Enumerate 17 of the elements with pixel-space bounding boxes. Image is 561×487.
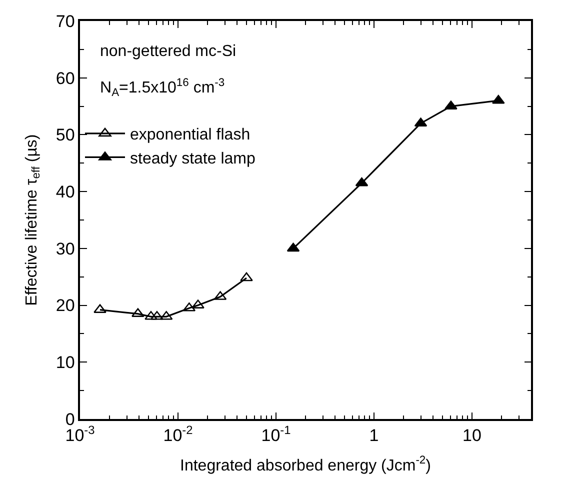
y-tick-label: 50: [56, 126, 75, 145]
y-tick-label: 10: [56, 353, 75, 372]
y-tick-label: 30: [56, 239, 75, 258]
x-tick-label: 1: [369, 426, 379, 446]
annotation: non-gettered mc-Si: [100, 43, 236, 60]
legend-label: steady state lamp: [130, 150, 256, 168]
x-axis-title: Integrated absorbed energy (Jcm$^{-2}$): [180, 454, 431, 474]
x-tick-label: 10$^{-2}$: [163, 423, 194, 446]
legend-label: exponential flash: [130, 126, 250, 144]
y-tick-label: 70: [56, 12, 75, 31]
y-tick-label: 0: [65, 410, 75, 429]
y-tick-label: 20: [56, 296, 75, 316]
y-tick-label: 40: [56, 182, 75, 202]
y-tick-label: 60: [56, 68, 75, 88]
x-tick-label: 10$^{-1}$: [261, 423, 292, 446]
annotation: N$_{A}$=1.5x10$^{16}$ cm$^{-3}$: [100, 77, 225, 100]
x-tick-label: 10: [462, 426, 482, 446]
